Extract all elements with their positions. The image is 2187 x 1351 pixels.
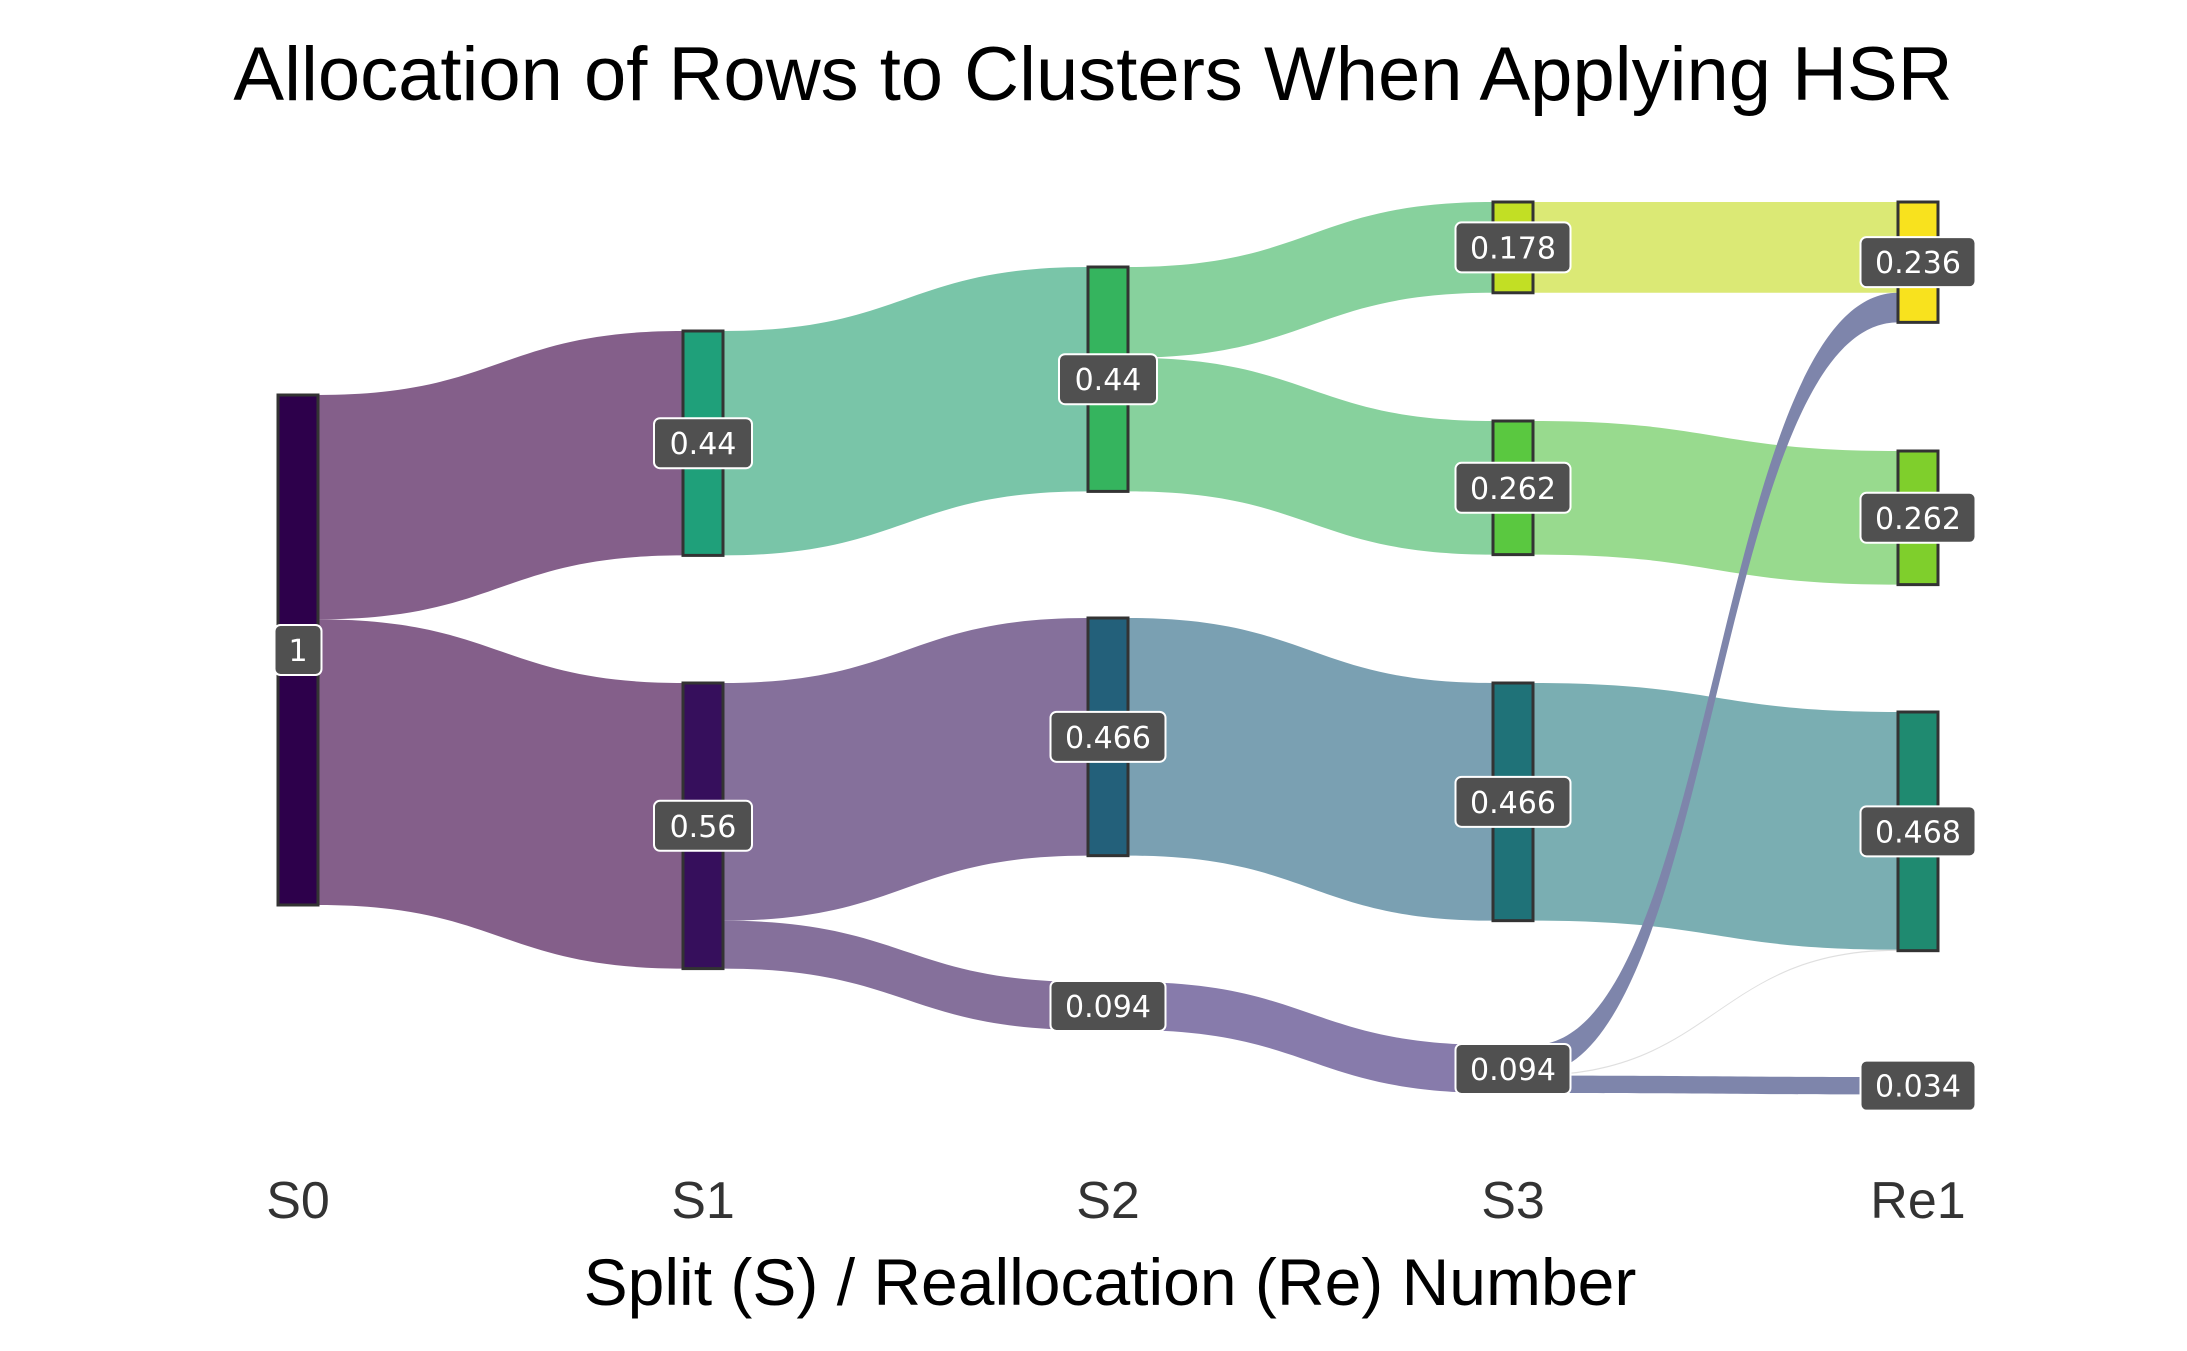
value-label-text-s0: 1 [288,634,307,669]
link-s1a-to-s2a [723,267,1088,556]
link-s2a-to-s3b [1128,357,1493,555]
link-s3d-to-re1c [1533,949,1898,1076]
link-s3a-to-re1a [1533,202,1898,293]
link-s1b-to-s2b [723,618,1088,921]
value-label-s2a: 0.44 [1058,353,1158,406]
value-label-text-s1b: 0.56 [670,810,737,845]
link-s1b-to-s2c [723,920,1088,1030]
value-label-re1a: 0.236 [1859,236,1977,289]
link-s2b-to-s3c [1128,618,1493,921]
value-label-s3a: 0.178 [1454,221,1572,274]
stage-tick-re1: Re1 [1870,1172,1965,1230]
value-label-re1d: 0.034 [1859,1059,1977,1112]
sankey-links [318,202,1898,1095]
value-label-s3d: 0.094 [1454,1042,1572,1095]
value-label-text-s3a: 0.178 [1470,231,1556,266]
link-s0-to-s1b [318,619,683,969]
value-label-re1b: 0.262 [1859,491,1977,544]
value-label-text-re1a: 0.236 [1875,246,1961,281]
value-label-text-s3c: 0.466 [1470,786,1556,821]
value-label-s0: 1 [273,624,323,676]
link-s3c-to-re1c [1533,683,1898,950]
value-label-text-s3b: 0.262 [1470,472,1556,507]
value-label-re1c: 0.468 [1859,805,1977,858]
value-label-text-s2b: 0.466 [1065,721,1151,756]
value-label-text-re1d: 0.034 [1875,1070,1961,1105]
link-s3b-to-re1b [1533,421,1898,585]
chart-title: Allocation of Rows to Clusters When Appl… [233,32,1952,117]
x-axis-label: Split (S) / Reallocation (Re) Number [584,1245,1637,1319]
value-label-s1a: 0.44 [653,417,753,470]
link-s0-to-s1a [318,331,683,620]
link-s2a-to-s3a [1128,202,1493,358]
value-label-s1b: 0.56 [653,799,753,852]
value-label-s2c: 0.094 [1049,979,1167,1032]
value-label-text-s1a: 0.44 [670,427,737,462]
stage-tick-labels: S0 S1 S2 S3 Re1 [266,1172,1966,1230]
value-label-text-s3d: 0.094 [1470,1053,1556,1088]
link-s3d-to-re1d [1533,1075,1898,1095]
sankey-nodes [276,200,1940,1095]
value-label-text-re1c: 0.468 [1875,815,1961,850]
stage-tick-s3: S3 [1481,1172,1545,1230]
value-label-s3c: 0.466 [1454,775,1572,828]
link-s2c-to-s3d [1128,982,1493,1093]
stage-tick-s0: S0 [266,1172,330,1230]
stage-tick-s2: S2 [1076,1172,1140,1230]
value-label-text-re1b: 0.262 [1875,502,1961,537]
stage-tick-s1: S1 [671,1172,735,1230]
sankey-value-labels: 1 0.44 0.56 0.44 0.466 0.094 0.178 0.262 0.466 0.… [273,221,1977,1112]
link-s3d-to-re1a [1533,292,1898,1075]
value-label-text-s2a: 0.44 [1075,363,1142,398]
value-label-s3b: 0.262 [1454,461,1572,514]
value-label-text-s2c: 0.094 [1065,990,1151,1025]
value-label-s2b: 0.466 [1049,710,1167,763]
